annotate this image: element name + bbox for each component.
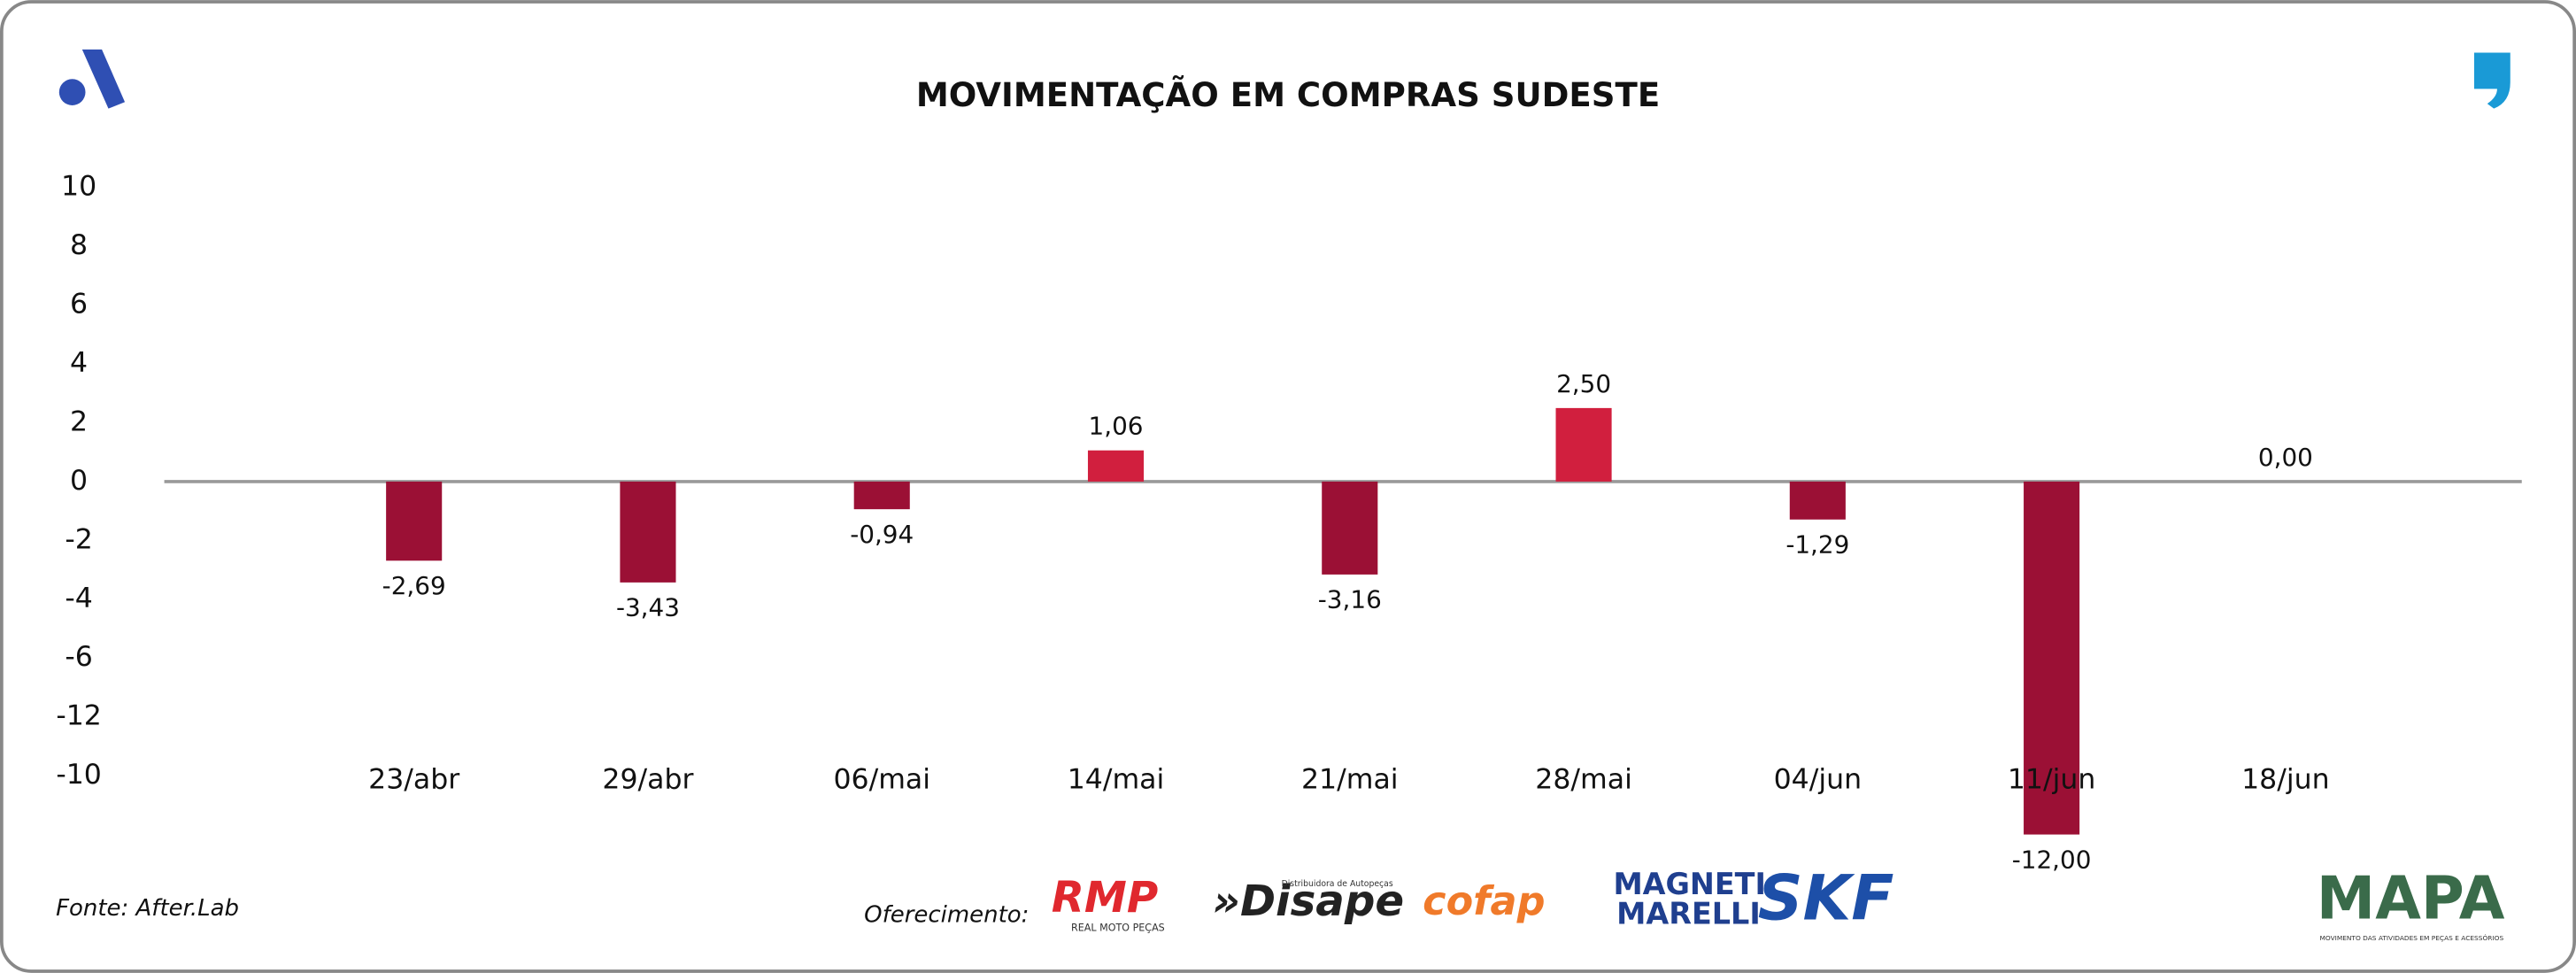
bar — [1555, 407, 1612, 482]
y-tick-label: 6 — [70, 289, 88, 320]
x-tick-label: 21/mai — [1301, 764, 1399, 796]
logo: »Disape — [1213, 876, 1405, 926]
x-tick-label: 11/jun — [2008, 764, 2095, 796]
x-tick-label: 23/abr — [368, 764, 459, 796]
quote-logo — [2473, 52, 2510, 109]
x-tick-label: 14/mai — [1068, 764, 1165, 796]
x-tick-label: 06/mai — [833, 764, 930, 796]
logo: MAPA — [2317, 864, 2505, 933]
source: Fonte: After.Lab — [56, 895, 239, 922]
x-tick-label: 04/jun — [1774, 764, 1862, 796]
value-label: 2,50 — [1556, 369, 1611, 398]
y-tick-label: 2 — [70, 405, 88, 437]
sponsor-label: Oferecimento: — [864, 901, 1029, 928]
y-tick-label: -6 — [65, 641, 92, 673]
logo-caption: MOVIMENTO DAS ATIVIDADES EM PEÇAS E ACES… — [2319, 934, 2503, 942]
value-label: -0,94 — [850, 520, 914, 549]
bar — [386, 481, 443, 561]
bar — [853, 481, 910, 510]
bar — [1322, 481, 1378, 575]
x-tick-label: 28/mai — [1535, 764, 1632, 796]
y-tick-label: -10 — [56, 759, 102, 791]
bar — [1789, 481, 1846, 520]
y-tick-label: -4 — [65, 583, 92, 614]
value-label: 1,06 — [1089, 412, 1144, 441]
logo: cofap — [1423, 878, 1545, 924]
y-tick-label: -12 — [56, 700, 102, 732]
brand-logo — [58, 49, 126, 109]
logo: MARELLI — [1616, 896, 1761, 931]
x-tick-label: 18/jun — [2241, 764, 2329, 796]
y-tick-label: 4 — [70, 347, 88, 379]
value-label: -1,29 — [1785, 529, 1849, 559]
y-tick-label: -2 — [65, 523, 92, 555]
value-label: -12,00 — [2012, 845, 2092, 874]
logo-caption: Distribuidora de Autopeças — [1282, 879, 1393, 889]
value-label: -2,69 — [382, 571, 446, 600]
logo: SKF — [1758, 862, 1894, 935]
bar — [620, 481, 676, 583]
chart-title: MOVIMENTAÇÃO EM COMPRAS SUDESTE — [916, 75, 1660, 114]
y-tick-label: 10 — [61, 171, 96, 203]
x-tick-label: 29/abr — [602, 764, 693, 796]
logo: RMP — [1052, 873, 1159, 923]
y-tick-label: 8 — [70, 229, 88, 261]
value-label: 0,00 — [2258, 443, 2313, 472]
logo: MAGNETI — [1613, 867, 1765, 901]
bar — [2024, 481, 2080, 835]
value-label: -3,43 — [616, 593, 680, 622]
logo-caption: REAL MOTO PEÇAS — [1071, 923, 1165, 934]
value-label: -3,16 — [1318, 585, 1382, 614]
bar — [1087, 450, 1145, 482]
y-tick-label: 0 — [70, 465, 88, 497]
